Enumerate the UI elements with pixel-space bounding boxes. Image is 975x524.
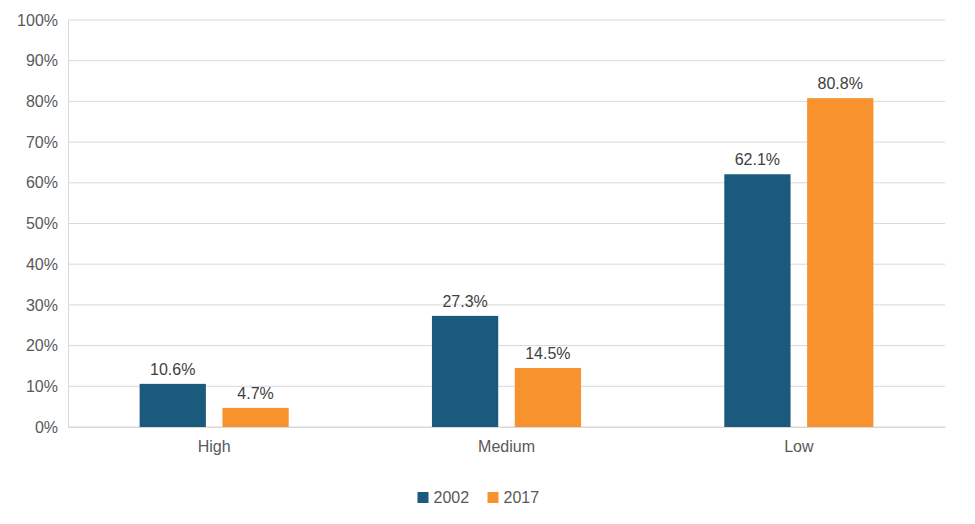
x-tick-label: Low [784,438,814,455]
grid-line [68,60,945,61]
x-axis-line [69,427,946,428]
x-tick: High [198,427,231,455]
y-tick: 60% [26,174,68,191]
legend-item: 2017 [488,489,540,506]
y-tick: 80% [26,93,68,110]
grid-line [68,20,945,21]
y-tick: 30% [26,297,68,314]
y-tick-label: 40% [26,256,58,273]
x-tick-label: Medium [478,438,535,455]
x-axis: High Medium Low [69,427,946,455]
bars [140,98,874,427]
y-tick-label: 60% [26,174,58,191]
bar [515,368,581,427]
y-tick-label: 90% [26,52,58,69]
legend-swatch [488,492,499,503]
y-tick: 20% [26,337,68,354]
y-axis: 0% 10% 20% 30% 40% 50% 60% 70% 80% 90% 100% [17,12,68,436]
y-axis-line [68,21,69,428]
y-tick-label: 70% [26,134,58,151]
bar [222,408,288,427]
grid [68,20,945,427]
y-tick: 90% [26,52,68,69]
y-tick-label: 50% [26,215,58,232]
y-tick-label: 80% [26,93,58,110]
bar [807,98,873,427]
legend-item: 2002 [418,489,470,506]
legend: 2002 2017 [418,489,540,506]
y-tick: 70% [26,134,68,151]
legend-label: 2017 [504,489,540,506]
data-label: 62.1% [735,151,780,168]
y-tick-label: 0% [35,419,58,436]
data-label: 80.8% [818,75,863,92]
legend-swatch [418,492,429,503]
bar [140,384,206,427]
y-tick-label: 20% [26,337,58,354]
data-label: 27.3% [442,293,487,310]
y-tick-label: 30% [26,297,58,314]
bar [724,174,790,427]
x-tick: Medium [478,427,535,455]
data-label: 14.5% [525,345,570,362]
data-label: 10.6% [150,361,195,378]
chart: 0% 10% 20% 30% 40% 50% 60% 70% 80% 90% 100% High Med… [0,0,975,524]
y-tick-label: 100% [17,12,58,29]
y-tick: 0% [35,419,68,436]
y-tick: 100% [17,12,68,29]
data-labels: 10.6% 27.3% 62.1% 4.7% 14.5% 80.8% [150,75,863,402]
x-tick: Low [784,427,814,455]
y-tick: 40% [26,256,68,273]
legend-label: 2002 [434,489,470,506]
y-tick-label: 10% [26,378,58,395]
y-tick: 50% [26,215,68,232]
x-tick-label: High [198,438,231,455]
data-label: 4.7% [237,385,273,402]
bar [432,316,498,427]
y-tick: 10% [26,378,68,395]
